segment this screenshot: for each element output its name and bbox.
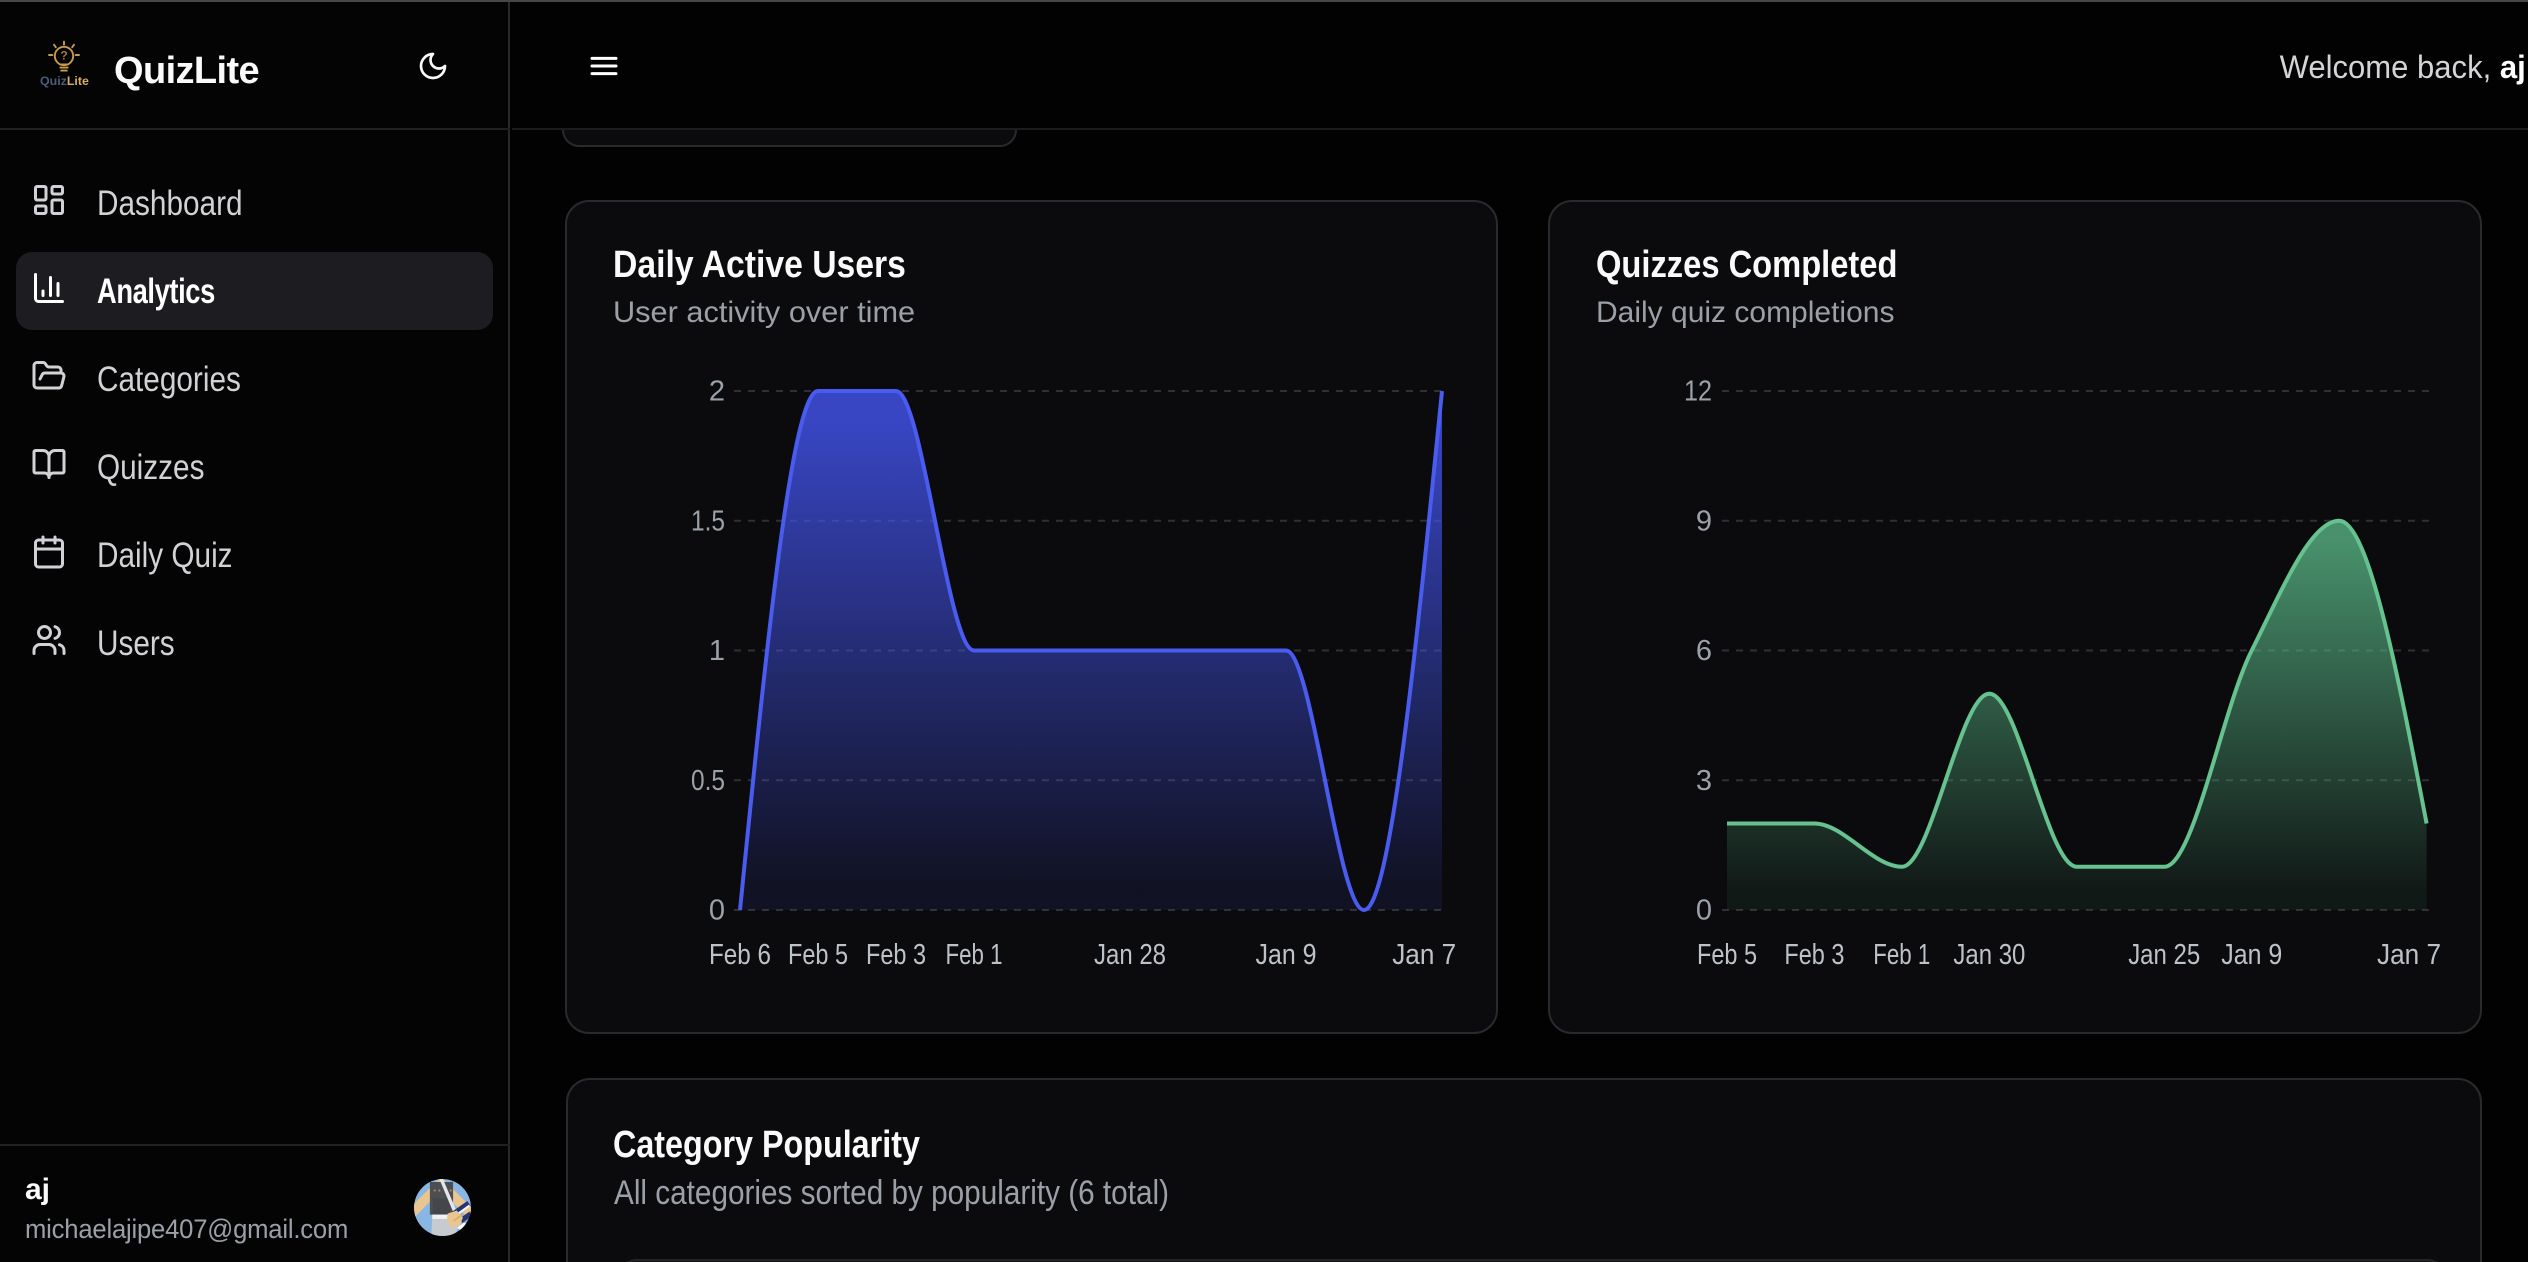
svg-text:Feb 3: Feb 3 [1784, 939, 1844, 971]
svg-text:Feb 3: Feb 3 [866, 939, 926, 971]
svg-text:3: 3 [1696, 765, 1712, 797]
svg-text:6: 6 [1696, 635, 1712, 667]
svg-text:Jan 25: Jan 25 [2128, 939, 2200, 971]
svg-text:12: 12 [1684, 376, 1712, 408]
svg-text:Feb 6: Feb 6 [709, 939, 771, 971]
svg-text:0.5: 0.5 [691, 765, 725, 797]
svg-text:0: 0 [709, 895, 725, 927]
svg-text:QuizLite: QuizLite [40, 74, 89, 88]
svg-text:0: 0 [1696, 895, 1712, 927]
svg-text:Jan 9: Jan 9 [1256, 939, 1317, 971]
svg-text:Jan 30: Jan 30 [1953, 939, 2025, 971]
svg-text:9: 9 [1696, 505, 1712, 537]
svg-text:Jan 7: Jan 7 [2377, 939, 2441, 971]
svg-text:Feb 5: Feb 5 [788, 939, 848, 971]
svg-text:Feb 5: Feb 5 [1697, 939, 1757, 971]
svg-text:Jan 9: Jan 9 [2221, 939, 2282, 971]
svg-text:1: 1 [709, 635, 725, 667]
svg-text:Jan 28: Jan 28 [1094, 939, 1166, 971]
svg-text:Jan 7: Jan 7 [1392, 939, 1456, 971]
svg-text:2: 2 [709, 376, 725, 408]
svg-text:Feb 1: Feb 1 [1873, 939, 1930, 971]
svg-text:1.5: 1.5 [691, 505, 725, 537]
svg-text:?: ? [60, 48, 67, 62]
svg-text:Feb 1: Feb 1 [946, 939, 1003, 971]
